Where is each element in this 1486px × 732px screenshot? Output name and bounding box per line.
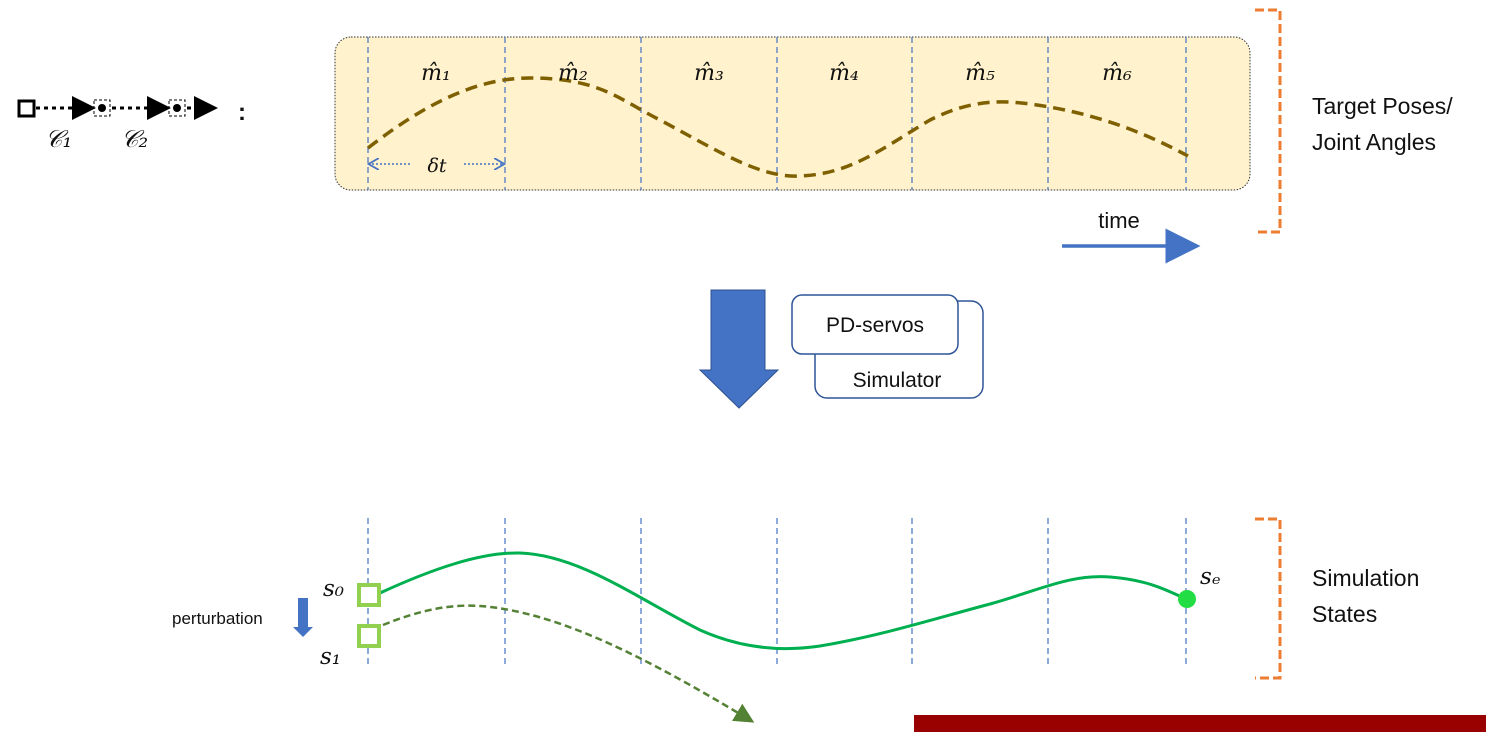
controller-chain: : 𝒞₁ 𝒞₂ bbox=[17, 96, 246, 153]
chain-colon: : bbox=[238, 99, 246, 126]
simulation-step-dividers bbox=[367, 518, 1187, 668]
perturbation-arrow-icon bbox=[293, 598, 313, 637]
target-label-line2: Joint Angles bbox=[1312, 129, 1436, 155]
target-trajectory-curve bbox=[366, 76, 1189, 178]
pd-servos-label: PD-servos bbox=[826, 314, 924, 337]
down-arrow-icon bbox=[698, 289, 780, 409]
simulator-label: Simulator bbox=[853, 369, 942, 392]
state-label-s0: s₀ bbox=[323, 576, 344, 602]
target-label-line1: Target Poses/ bbox=[1312, 93, 1453, 119]
simulation-trajectory-curve bbox=[379, 551, 1187, 651]
controller-label-c1: 𝒞₁ bbox=[45, 125, 72, 153]
controller-label-c2: 𝒞₂ bbox=[121, 125, 148, 153]
simulation-label-line1: Simulation bbox=[1312, 565, 1419, 591]
segment-label-2: m̂₂ bbox=[558, 61, 588, 86]
simulation-bracket bbox=[1255, 517, 1282, 680]
end-state-dot bbox=[1178, 590, 1196, 608]
segment-label-6: m̂₆ bbox=[1102, 61, 1132, 86]
target-bracket bbox=[1255, 8, 1282, 234]
pd-servos-box bbox=[791, 294, 959, 355]
segment-label-1: m̂₁ bbox=[421, 61, 451, 86]
segment-label-5: m̂₅ bbox=[965, 61, 995, 86]
delta-t-label: δt bbox=[427, 155, 446, 177]
chain-node-2-dot bbox=[173, 104, 181, 112]
start-node bbox=[17, 99, 36, 118]
time-step-dividers bbox=[367, 37, 1187, 190]
chain-node-1-dot bbox=[98, 104, 106, 112]
chain-node-1 bbox=[93, 99, 111, 117]
target-box bbox=[334, 36, 1251, 191]
simulation-label-line2: States bbox=[1312, 601, 1377, 627]
state-label-s1: s₁ bbox=[320, 644, 341, 670]
segment-label-4: m̂₄ bbox=[829, 61, 859, 86]
state-label-se: sₑ bbox=[1200, 564, 1221, 590]
segment-label-3: m̂₃ bbox=[694, 61, 724, 86]
perturbed-trajectory-curve bbox=[382, 604, 755, 723]
time-label: time bbox=[1098, 208, 1140, 233]
start-state-s0-square bbox=[357, 583, 381, 607]
chain-node-2 bbox=[168, 99, 186, 117]
perturbation-label: perturbation bbox=[172, 609, 263, 628]
segment-labels: m̂₁ m̂₂ m̂₃ m̂₄ m̂₅ m̂₆ bbox=[421, 61, 1132, 86]
target-poses-panel: m̂₁ m̂₂ m̂₃ m̂₄ m̂₅ m̂₆ δt bbox=[334, 36, 1251, 191]
start-state-s1-square bbox=[357, 624, 381, 648]
bottom-red-bar bbox=[914, 715, 1486, 732]
